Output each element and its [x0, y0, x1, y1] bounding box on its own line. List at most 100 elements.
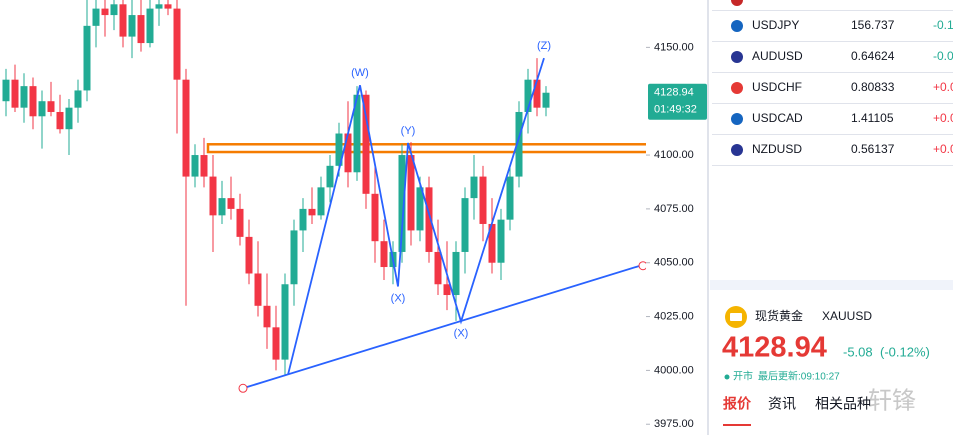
wave-label: (X) [391, 292, 406, 304]
quote-name: 现货黄金 [755, 308, 803, 323]
candle-body [11, 79, 19, 108]
wave-label: (Y) [401, 125, 416, 137]
symbol[interactable]: USDCHF [752, 80, 802, 94]
candle-body [335, 133, 343, 166]
candle-body [56, 111, 64, 130]
candle-body [47, 101, 55, 112]
price-tag [648, 83, 707, 120]
candle-body [434, 251, 442, 285]
side-panel: 现货黄金 XAUUSD 4128.94 -5.08 (-0.12%) 开市 最后… [710, 0, 953, 426]
candle-body [173, 8, 181, 80]
candle-body [362, 94, 370, 194]
candle-body [83, 25, 91, 91]
price: 0.64624 [851, 49, 895, 63]
candle-body [524, 79, 532, 112]
candle-body [128, 15, 136, 37]
y-tick-label: 4150.00 [654, 41, 694, 53]
candle-body [542, 92, 550, 108]
candle-body [344, 133, 352, 173]
trendline-handle[interactable] [238, 383, 248, 393]
candle-body [497, 219, 505, 263]
candle-body [416, 187, 424, 231]
wave-label: (X) [454, 327, 469, 339]
symbol[interactable]: NZDUSD [752, 142, 802, 156]
wave-path [287, 57, 545, 375]
change: +0.000 [933, 80, 953, 94]
tab[interactable]: 资讯 [768, 396, 796, 412]
countdown: 01:49:32 [654, 104, 697, 116]
quote-price: 4128.94 [722, 332, 827, 364]
last-update: 最后更新:09:10:27 [758, 370, 840, 383]
candle-body [236, 208, 244, 237]
candle-body [263, 305, 271, 328]
candle-body [164, 4, 172, 9]
candle-body [227, 198, 235, 209]
price-tag-label: 4128.94 [654, 87, 694, 99]
candle-body [380, 241, 388, 268]
candle-body [272, 327, 280, 360]
flag-icon [731, 0, 743, 6]
y-tick-label: 4075.00 [654, 203, 694, 215]
change: -0.000 [933, 49, 953, 63]
y-tick-label: 4000.00 [654, 364, 694, 376]
candle-body [515, 111, 523, 177]
candle-body [92, 8, 100, 26]
watermark: 轩锋 [868, 387, 916, 414]
symbol[interactable]: USDCAD [752, 111, 803, 125]
candle-body [506, 176, 514, 220]
candle-body [38, 101, 46, 117]
candle-body [20, 86, 28, 108]
market-status: 开市 [733, 370, 753, 383]
tab-underline [723, 424, 751, 426]
trendline-handle[interactable] [638, 261, 648, 271]
candle-body [191, 155, 199, 177]
candle-body [443, 284, 451, 296]
quote-code: XAUUSD [822, 309, 872, 323]
flag-icon [731, 113, 743, 125]
y-tick-label: 4025.00 [654, 310, 694, 322]
section-gap [710, 280, 953, 290]
candle-body [209, 176, 217, 216]
change: +0.000 [933, 142, 953, 156]
tab[interactable]: 相关品种 [815, 396, 871, 412]
tab[interactable]: 报价 [723, 396, 752, 412]
candle-body [299, 208, 307, 231]
flag-icon [731, 82, 743, 94]
wave-label: (Z) [537, 40, 551, 52]
candle-body [398, 155, 406, 252]
candle-body [290, 230, 298, 285]
chart: (W) (X) (Y) (X) (Z) 3975.00 4000.00 4025.00 4050… [2, 0, 708, 435]
candle-body [452, 251, 460, 296]
y-tick-label: 4050.00 [654, 257, 694, 269]
candle-body [533, 79, 541, 108]
candle-body [371, 193, 379, 242]
candle-body [407, 155, 415, 231]
y-tick-label: 3975.00 [654, 418, 694, 430]
candle-body [65, 107, 73, 130]
candle-body [281, 284, 289, 360]
price: 1.41105 [851, 111, 894, 125]
candle-body [308, 208, 316, 216]
trendline [242, 264, 641, 390]
candle-body [461, 198, 469, 252]
flag-icon [731, 20, 743, 32]
candle-body [425, 187, 433, 252]
status-dot [724, 374, 730, 380]
price: 156.737 [851, 18, 895, 32]
candle-body [110, 4, 118, 16]
candle-body [479, 176, 487, 224]
flag-icon [731, 144, 743, 156]
candle-body [245, 236, 253, 274]
axis-bg [646, 0, 708, 435]
candle-body [119, 4, 127, 37]
price: 0.80833 [851, 80, 895, 94]
candle-body [488, 223, 496, 263]
candle-body [146, 8, 154, 44]
symbol[interactable]: AUDUSD [752, 49, 803, 63]
wave-label: (W) [351, 67, 369, 79]
symbol[interactable]: USDJPY [752, 18, 799, 32]
candle-body [29, 86, 37, 117]
